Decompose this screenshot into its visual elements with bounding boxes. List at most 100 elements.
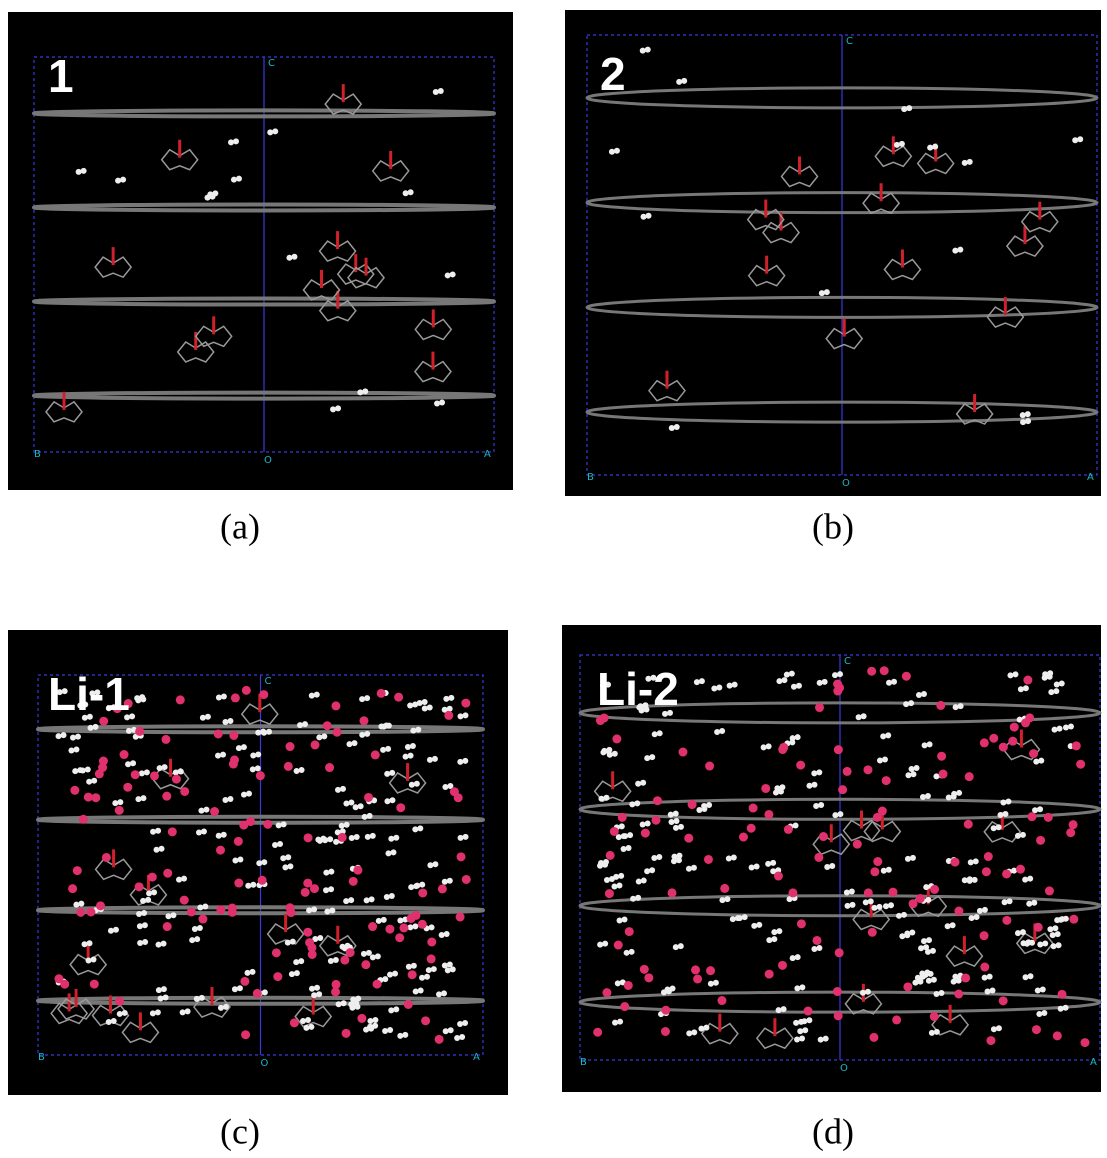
lithium	[76, 908, 85, 917]
hydrogen	[218, 1005, 224, 1011]
lithium	[340, 956, 349, 965]
hydrogen	[640, 48, 646, 54]
hydrogen	[439, 932, 445, 938]
hydrogen	[673, 825, 679, 831]
hydrogen	[197, 905, 203, 911]
hydrogen	[1063, 725, 1069, 731]
lithium	[939, 770, 948, 779]
hydrogen	[204, 195, 210, 201]
panel-background	[8, 12, 513, 490]
hydrogen	[665, 986, 671, 992]
hydrogen	[410, 743, 416, 749]
hydrogen	[327, 836, 333, 842]
hydrogen	[316, 991, 322, 997]
lithium	[764, 810, 773, 819]
hydrogen	[354, 834, 360, 840]
lithium	[305, 938, 314, 947]
hydrogen	[701, 803, 707, 809]
hydrogen	[1023, 974, 1029, 980]
hydrogen	[250, 766, 256, 772]
hydrogen	[930, 948, 936, 954]
hydrogen	[364, 695, 370, 701]
lithium	[79, 815, 88, 824]
hydrogen	[674, 424, 680, 430]
cell-label: A	[1090, 1057, 1097, 1068]
hydrogen	[871, 905, 877, 911]
lithium	[678, 748, 687, 757]
hydrogen	[91, 957, 97, 963]
hydrogen	[289, 971, 295, 977]
hydrogen	[126, 728, 132, 734]
lithium	[427, 937, 436, 946]
hydrogen	[905, 772, 911, 778]
cell-label: O	[842, 478, 850, 489]
cell-label: B	[34, 449, 41, 460]
hydrogen	[407, 703, 413, 709]
lithium	[606, 851, 615, 860]
hydrogen	[359, 732, 365, 738]
lithium	[964, 820, 973, 829]
lithium	[954, 990, 963, 999]
cell-label: O	[264, 455, 272, 466]
lithium	[331, 701, 340, 710]
lithium	[84, 793, 93, 802]
hydrogen	[364, 897, 370, 903]
lithium	[902, 672, 911, 681]
hydrogen	[1020, 419, 1026, 425]
hydrogen	[393, 835, 399, 841]
hydrogen	[724, 896, 730, 902]
hydrogen	[309, 986, 315, 992]
hydrogen	[56, 733, 62, 739]
hydrogen	[615, 980, 621, 986]
hydrogen	[619, 823, 625, 829]
hydrogen	[1026, 901, 1032, 907]
hydrogen	[756, 922, 762, 928]
hydrogen	[139, 694, 145, 700]
hydrogen	[832, 812, 838, 818]
hydrogen	[155, 828, 161, 834]
lithium	[325, 763, 334, 772]
lithium	[163, 922, 172, 931]
hydrogen	[432, 756, 438, 762]
lithium	[349, 877, 358, 886]
hydrogen	[406, 964, 412, 970]
hydrogen	[708, 981, 714, 987]
hydrogen	[82, 941, 88, 947]
hydrogen	[737, 915, 743, 921]
hydrogen	[333, 839, 339, 845]
cell-label: C	[846, 36, 853, 47]
hydrogen	[366, 950, 372, 956]
hydrogen	[335, 405, 341, 411]
panel-caption: (b)	[812, 506, 854, 546]
hydrogen	[372, 1017, 378, 1023]
hydrogen	[291, 254, 297, 260]
lithium	[870, 867, 879, 876]
hydrogen	[609, 149, 615, 155]
hydrogen	[703, 1025, 709, 1031]
hydrogen	[991, 1026, 997, 1032]
hydrogen	[795, 954, 801, 960]
hydrogen	[314, 692, 320, 698]
lithium	[779, 743, 788, 752]
hydrogen	[1005, 799, 1011, 805]
hydrogen	[450, 271, 456, 277]
lithium	[231, 693, 240, 702]
hydrogen	[180, 1009, 186, 1015]
hydrogen	[281, 821, 287, 827]
lithium	[797, 919, 806, 928]
hydrogen	[1054, 681, 1060, 687]
hydrogen	[454, 1035, 460, 1041]
hydrogen	[76, 169, 82, 175]
hydrogen	[262, 989, 268, 995]
hydrogen	[901, 106, 907, 112]
lithium	[259, 690, 268, 699]
hydrogen	[348, 897, 354, 903]
hydrogen	[68, 747, 74, 753]
lithium	[1066, 828, 1075, 837]
hydrogen	[888, 902, 894, 908]
hydrogen	[417, 825, 423, 831]
lithium	[688, 800, 697, 809]
lithium	[1069, 915, 1078, 924]
hydrogen	[909, 766, 915, 772]
hydrogen	[117, 799, 123, 805]
